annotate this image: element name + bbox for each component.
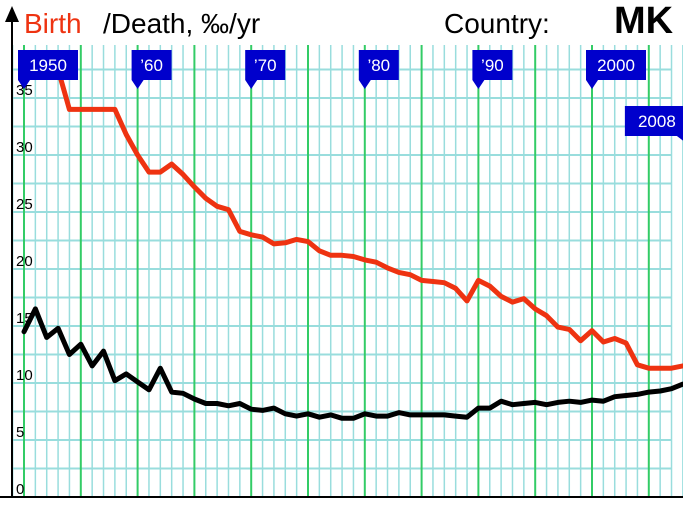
- year-tag-flag-icon: [18, 50, 78, 89]
- death-rate-line: [21, 306, 683, 421]
- y-tick-label: 20: [16, 253, 33, 270]
- minor-gridlines: [11, 45, 683, 498]
- year-tag-2008: 2008: [624, 106, 683, 141]
- year-tag-label: 2008: [638, 112, 676, 131]
- year-tag-1970: ’70: [245, 50, 286, 89]
- major-gridlines: [23, 45, 650, 497]
- year-tag-flag-icon: [131, 50, 172, 89]
- y-tick-label: 10: [16, 367, 33, 384]
- country-label: Country:: [444, 8, 550, 39]
- year-tag-1990: ’90: [472, 50, 513, 89]
- death-legend-label: /Death, ‰/yr: [103, 8, 260, 39]
- y-tick-label: 35: [16, 82, 33, 99]
- year-tag-label: ’80: [367, 56, 390, 75]
- x-axis-year-tags: 1950 ’60 ’70 ’80 ’90 2000 2008: [18, 50, 683, 141]
- year-tag-flag-icon: [624, 106, 683, 141]
- birth-legend-label: Birth: [24, 8, 82, 39]
- y-axis-arrow-icon: [5, 6, 19, 22]
- year-tag-flag-icon: [472, 50, 513, 89]
- year-tag-label: ’60: [140, 56, 163, 75]
- y-tick-label: 5: [16, 424, 24, 441]
- year-tag-1950: 1950: [18, 50, 78, 89]
- year-tag-1960: ’60: [131, 50, 172, 89]
- year-tag-2000: 2000: [586, 50, 646, 89]
- y-axis: [5, 6, 19, 497]
- birth-rate-line: [21, 67, 683, 371]
- y-tick-label: 30: [16, 139, 33, 156]
- year-tag-flag-icon: [245, 50, 286, 89]
- year-tag-flag-icon: [586, 50, 646, 89]
- year-tag-flag-icon: [358, 50, 399, 89]
- year-tag-label: ’70: [254, 56, 277, 75]
- year-tag-label: 1950: [29, 56, 67, 75]
- year-tag-1980: ’80: [358, 50, 399, 89]
- year-tag-label: 2000: [597, 56, 635, 75]
- y-tick-label: 25: [16, 196, 33, 213]
- y-tick-label: 0: [16, 481, 24, 498]
- year-tag-label: ’90: [481, 56, 504, 75]
- country-code: MK: [614, 0, 674, 42]
